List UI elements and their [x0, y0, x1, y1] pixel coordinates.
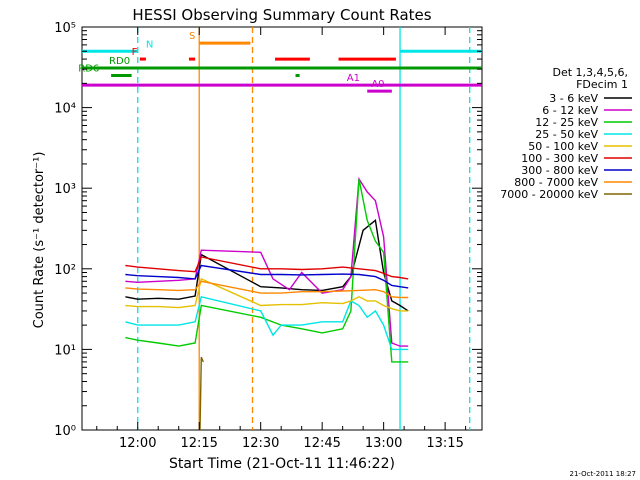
- legend-label-1: 6 - 12 keV: [542, 104, 598, 117]
- status-bar-label-0: N: [146, 39, 153, 50]
- status-bar-label-1: S: [189, 31, 195, 42]
- x-tick-label-5: 13:15: [426, 436, 463, 451]
- status-bar-label-2: F: [132, 47, 138, 58]
- series-line-8: [199, 356, 204, 431]
- y-tick-label-0: 10⁰: [54, 424, 76, 439]
- y-tick-label-3: 10³: [54, 182, 76, 197]
- series-line-4: [125, 277, 409, 312]
- x-tick-label-2: 12:30: [242, 436, 279, 451]
- legend-header-0: Det 1,3,4,5,6,: [552, 66, 628, 79]
- legend-label-5: 100 - 300 keV: [521, 152, 598, 165]
- x-axis-label: Start Time (21-Oct-11 11:46:22): [169, 456, 395, 472]
- legend-label-3: 25 - 50 keV: [535, 128, 598, 141]
- x-tick-label-1: 12:15: [180, 436, 217, 451]
- y-tick-label-2: 10²: [54, 263, 76, 278]
- footer-timestamp: 21-Oct-2011 18:27: [570, 470, 636, 478]
- plot-frame: [81, 26, 483, 431]
- x-tick-label-4: 13:00: [365, 436, 402, 451]
- series-line-1: [125, 176, 409, 347]
- status-bar-label-3: RD0: [109, 56, 130, 67]
- series-line-2: [125, 178, 409, 363]
- legend-label-0: 3 - 6 keV: [549, 92, 598, 105]
- y-tick-label-4: 10⁴: [54, 102, 76, 117]
- legend-label-7: 800 - 7000 keV: [514, 176, 598, 189]
- status-bar-label-4: RD6: [78, 64, 99, 75]
- series-line-3: [125, 295, 409, 351]
- legend-label-4: 50 - 100 keV: [528, 140, 598, 153]
- legend-label-2: 12 - 25 keV: [535, 116, 598, 129]
- legend-label-8: 7000 - 20000 keV: [500, 188, 598, 201]
- status-bar-label-5: A1: [347, 73, 360, 84]
- y-tick-label-5: 10⁵: [54, 21, 76, 36]
- y-tick-label-1: 10¹: [54, 343, 76, 358]
- series-line-5: [125, 256, 409, 280]
- status-bar-label-6: A0: [371, 79, 384, 90]
- y-axis-label: Count Rate (s⁻¹ detector⁻¹): [32, 152, 47, 329]
- series-line-6: [125, 264, 409, 289]
- x-tick-label-0: 12:00: [119, 436, 156, 451]
- legend-label-6: 300 - 800 keV: [521, 164, 598, 177]
- legend-header-1: FDecim 1: [576, 78, 628, 91]
- series-line-7: [125, 280, 409, 299]
- chart-title: HESSI Observing Summary Count Rates: [132, 6, 431, 24]
- x-tick-label-3: 12:45: [303, 436, 340, 451]
